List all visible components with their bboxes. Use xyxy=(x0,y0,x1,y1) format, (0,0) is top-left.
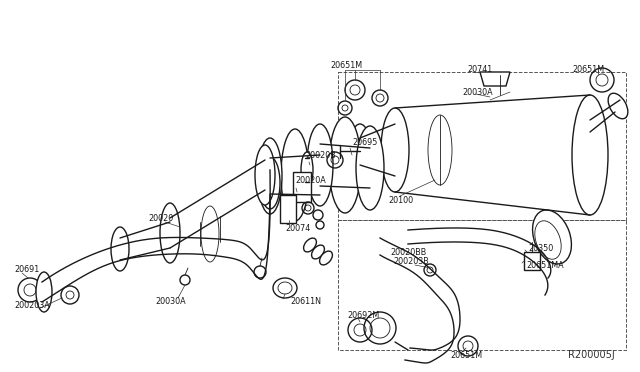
Ellipse shape xyxy=(36,272,52,312)
Ellipse shape xyxy=(319,251,332,265)
Ellipse shape xyxy=(303,238,316,252)
Ellipse shape xyxy=(356,126,384,210)
Text: 20030A: 20030A xyxy=(462,87,493,96)
Ellipse shape xyxy=(273,278,297,298)
Text: 200203A: 200203A xyxy=(14,301,50,310)
Text: 20692M: 20692M xyxy=(347,311,380,320)
Text: 20074: 20074 xyxy=(285,224,310,232)
Ellipse shape xyxy=(278,282,292,294)
Ellipse shape xyxy=(381,108,409,192)
Bar xyxy=(524,252,540,270)
Text: 20350: 20350 xyxy=(528,244,553,253)
Text: 20651M: 20651M xyxy=(330,61,362,70)
Bar xyxy=(293,172,311,202)
Ellipse shape xyxy=(301,152,313,188)
Polygon shape xyxy=(480,72,510,86)
Text: 20020BB: 20020BB xyxy=(390,247,426,257)
Ellipse shape xyxy=(255,145,275,205)
Ellipse shape xyxy=(258,138,282,214)
Text: 20695: 20695 xyxy=(352,138,378,147)
Text: 200203B: 200203B xyxy=(393,257,429,266)
Bar xyxy=(338,220,626,350)
Ellipse shape xyxy=(349,124,371,178)
Ellipse shape xyxy=(312,245,324,259)
Text: 20100: 20100 xyxy=(388,196,413,205)
Text: 20651MA: 20651MA xyxy=(526,260,564,269)
Text: 20611N: 20611N xyxy=(290,298,321,307)
Text: 20030A: 20030A xyxy=(155,298,186,307)
Text: R200005J: R200005J xyxy=(568,350,615,360)
Text: 20020A: 20020A xyxy=(295,176,326,185)
Text: 20741: 20741 xyxy=(467,64,492,74)
Ellipse shape xyxy=(201,206,219,262)
Bar xyxy=(280,195,296,223)
Ellipse shape xyxy=(329,117,361,213)
Ellipse shape xyxy=(307,124,333,206)
Ellipse shape xyxy=(111,227,129,271)
Text: 20651M: 20651M xyxy=(572,64,604,74)
Text: 20020: 20020 xyxy=(148,214,173,222)
Ellipse shape xyxy=(428,115,452,185)
Ellipse shape xyxy=(572,95,608,215)
Ellipse shape xyxy=(535,221,561,259)
Text: 20691: 20691 xyxy=(14,266,39,275)
Ellipse shape xyxy=(281,129,309,221)
Ellipse shape xyxy=(260,157,280,209)
Text: 20020B: 20020B xyxy=(305,151,336,160)
Ellipse shape xyxy=(608,93,628,119)
Text: 20651M: 20651M xyxy=(450,350,482,359)
Ellipse shape xyxy=(160,203,180,263)
Bar xyxy=(338,72,626,220)
Ellipse shape xyxy=(532,210,572,264)
